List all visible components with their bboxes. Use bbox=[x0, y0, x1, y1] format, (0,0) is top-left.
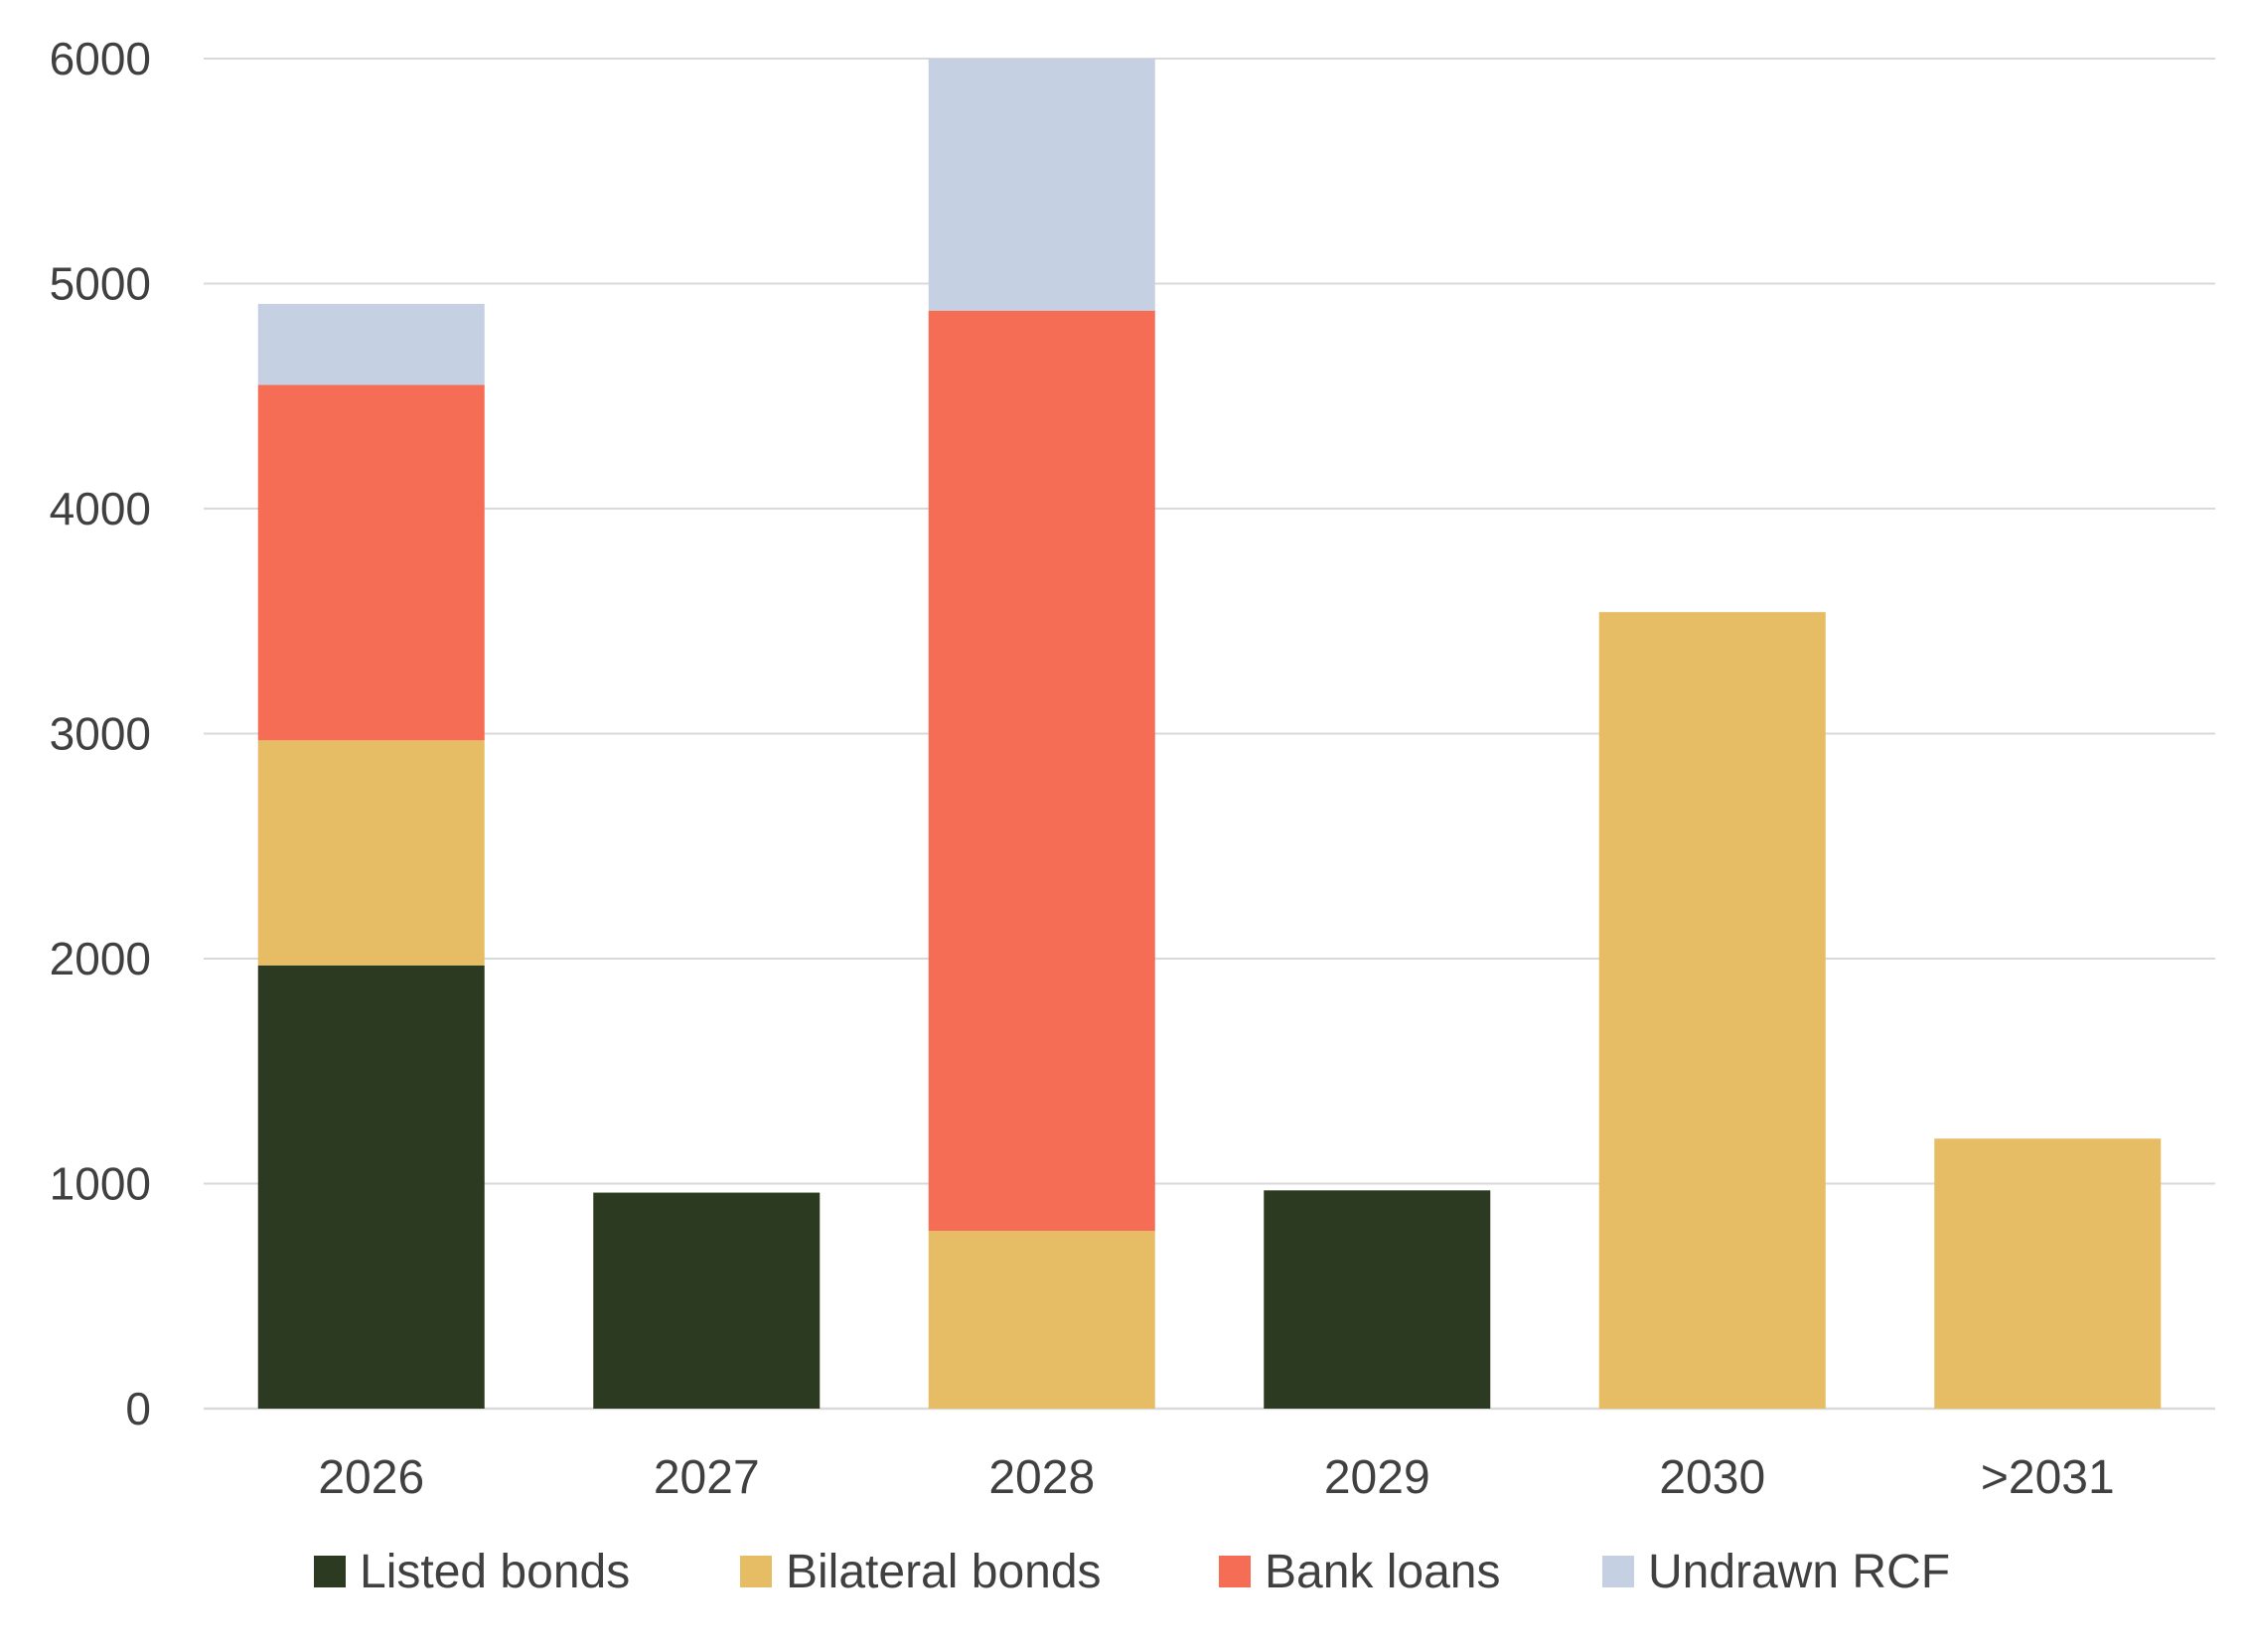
bar-bilateral-bonds-2030 bbox=[1598, 612, 1826, 1409]
y-tick-label: 0 bbox=[125, 1383, 151, 1434]
legend-swatch-undrawn-rcf bbox=[1602, 1556, 1634, 1587]
bar-undrawn-rcf-2026 bbox=[257, 303, 485, 385]
legend-label-bank-loans: Bank loans bbox=[1265, 1546, 1501, 1598]
bar-bilateral-bonds-2028 bbox=[928, 1231, 1155, 1409]
bar-listed-bonds-2026 bbox=[257, 965, 485, 1409]
y-tick-label: 2000 bbox=[50, 933, 151, 984]
bar-bank-loans-2026 bbox=[257, 384, 485, 741]
x-tick-label: 2028 bbox=[988, 1451, 1095, 1504]
bars bbox=[257, 59, 2162, 1409]
bar-bilateral-bonds-2026 bbox=[257, 740, 485, 966]
x-tick-label: 2026 bbox=[318, 1451, 424, 1504]
x-tick-label: >2031 bbox=[1981, 1451, 2115, 1504]
y-tick-label: 4000 bbox=[50, 483, 151, 534]
bar-undrawn-rcf-2028 bbox=[928, 59, 1155, 311]
legend-label-listed-bonds: Listed bonds bbox=[360, 1546, 630, 1598]
legend-swatch-bilateral-bonds bbox=[740, 1556, 772, 1587]
y-tick-label: 5000 bbox=[50, 258, 151, 310]
bar-bilateral-bonds-2031 bbox=[1934, 1138, 2162, 1409]
bar-bank-loans-2028 bbox=[928, 310, 1155, 1232]
legend-swatch-bank-loans bbox=[1219, 1556, 1251, 1587]
y-axis-tick-labels: 0 1000 2000 3000 4000 5000 6000 bbox=[50, 33, 151, 1434]
y-tick-label: 6000 bbox=[50, 33, 151, 84]
x-tick-label: 2027 bbox=[654, 1451, 760, 1504]
gridlines bbox=[204, 58, 2215, 1411]
x-tick-label: 2030 bbox=[1659, 1451, 1765, 1504]
y-tick-label: 3000 bbox=[50, 708, 151, 760]
bar-listed-bonds-2027 bbox=[593, 1192, 821, 1409]
bar-listed-bonds-2029 bbox=[1264, 1190, 1491, 1409]
x-axis-tick-labels: 2026 2027 2028 2029 2030 >2031 bbox=[318, 1451, 2114, 1504]
legend-swatch-listed-bonds bbox=[314, 1556, 346, 1587]
legend-label-bilateral-bonds: Bilateral bonds bbox=[786, 1546, 1102, 1598]
x-tick-label: 2029 bbox=[1324, 1451, 1430, 1504]
legend-label-undrawn-rcf: Undrawn RCF bbox=[1648, 1546, 1950, 1598]
legend: Listed bonds Bilateral bonds Bank loans Und… bbox=[314, 1546, 1950, 1598]
y-tick-label: 1000 bbox=[50, 1158, 151, 1210]
